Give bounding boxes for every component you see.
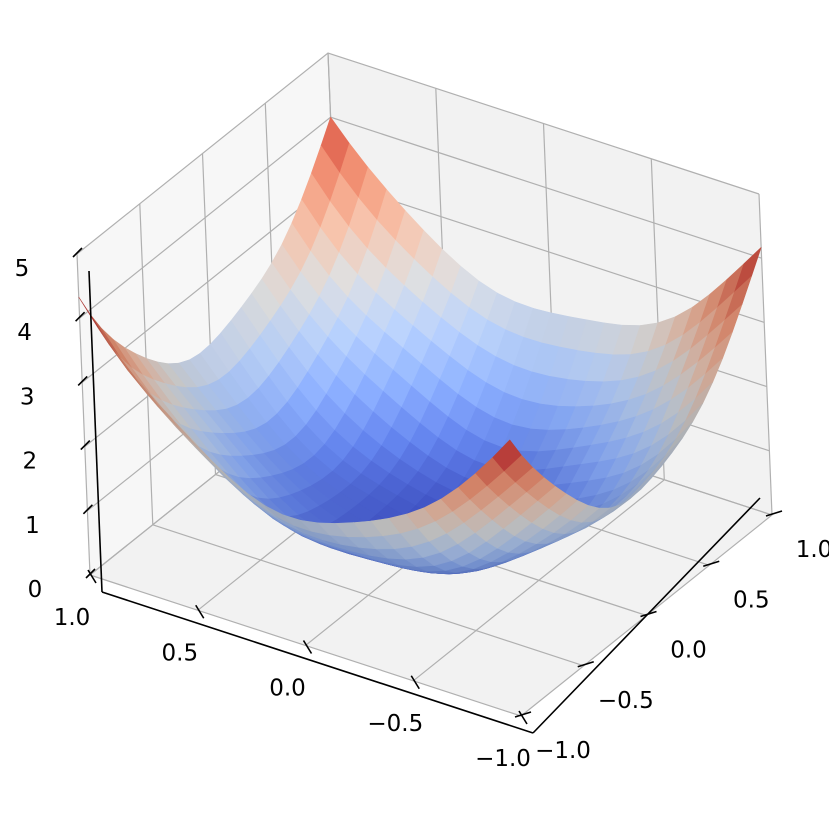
z-tick-label: 4 — [17, 320, 32, 346]
x-tick-mark — [195, 604, 205, 619]
z-axis-line — [88, 270, 103, 593]
y-tick-label: 0.5 — [733, 587, 770, 613]
z-tick-label: 1 — [25, 513, 40, 539]
x-tick-label: −1.0 — [475, 746, 531, 772]
z-tick-mark — [72, 247, 83, 258]
x-tick-label: −0.5 — [367, 711, 423, 737]
gridline-z — [76, 52, 760, 255]
x-tick-label: 0.0 — [269, 676, 306, 702]
y-tick-label: −0.5 — [598, 688, 654, 714]
y-tick-mark — [514, 711, 532, 718]
x-tick-mark — [87, 569, 97, 584]
x-tick-mark — [302, 640, 313, 654]
z-tick-mark — [82, 504, 93, 515]
x-tick-label: 1.0 — [54, 605, 91, 631]
x-axis-line — [101, 591, 534, 734]
surface-plot — [78, 116, 762, 575]
y-tick-mark — [765, 510, 783, 517]
z-tick-label: 0 — [28, 577, 43, 603]
y-tick-label: 1.0 — [796, 537, 829, 563]
surface-facet — [492, 439, 522, 472]
x-tick-mark — [518, 710, 528, 725]
x-tick-mark — [410, 675, 420, 690]
y-axis-line — [532, 497, 761, 734]
y-tick-mark — [577, 660, 594, 668]
z-tick-label: 2 — [22, 449, 37, 475]
y-tick-label: 0.0 — [670, 638, 707, 664]
axis-lines — [88, 270, 761, 734]
y-tick-mark — [640, 610, 657, 618]
z-tick-mark — [80, 440, 91, 451]
z-tick-mark — [77, 375, 88, 386]
z-tick-mark — [75, 311, 86, 322]
z-tick-label: 3 — [20, 384, 35, 410]
y-tick-label: −1.0 — [535, 738, 591, 764]
z-tick-label: 5 — [15, 256, 30, 282]
y-tick-mark — [703, 560, 720, 568]
z-tick-mark — [85, 568, 96, 579]
x-tick-label: 0.5 — [162, 640, 199, 666]
axis-ticks: 1.0 0.5 0.0 −0.5 −1.0 1.0 0.5 0.0 −0.5 −1.0 0 1 2 3 4 5 — [15, 247, 829, 772]
